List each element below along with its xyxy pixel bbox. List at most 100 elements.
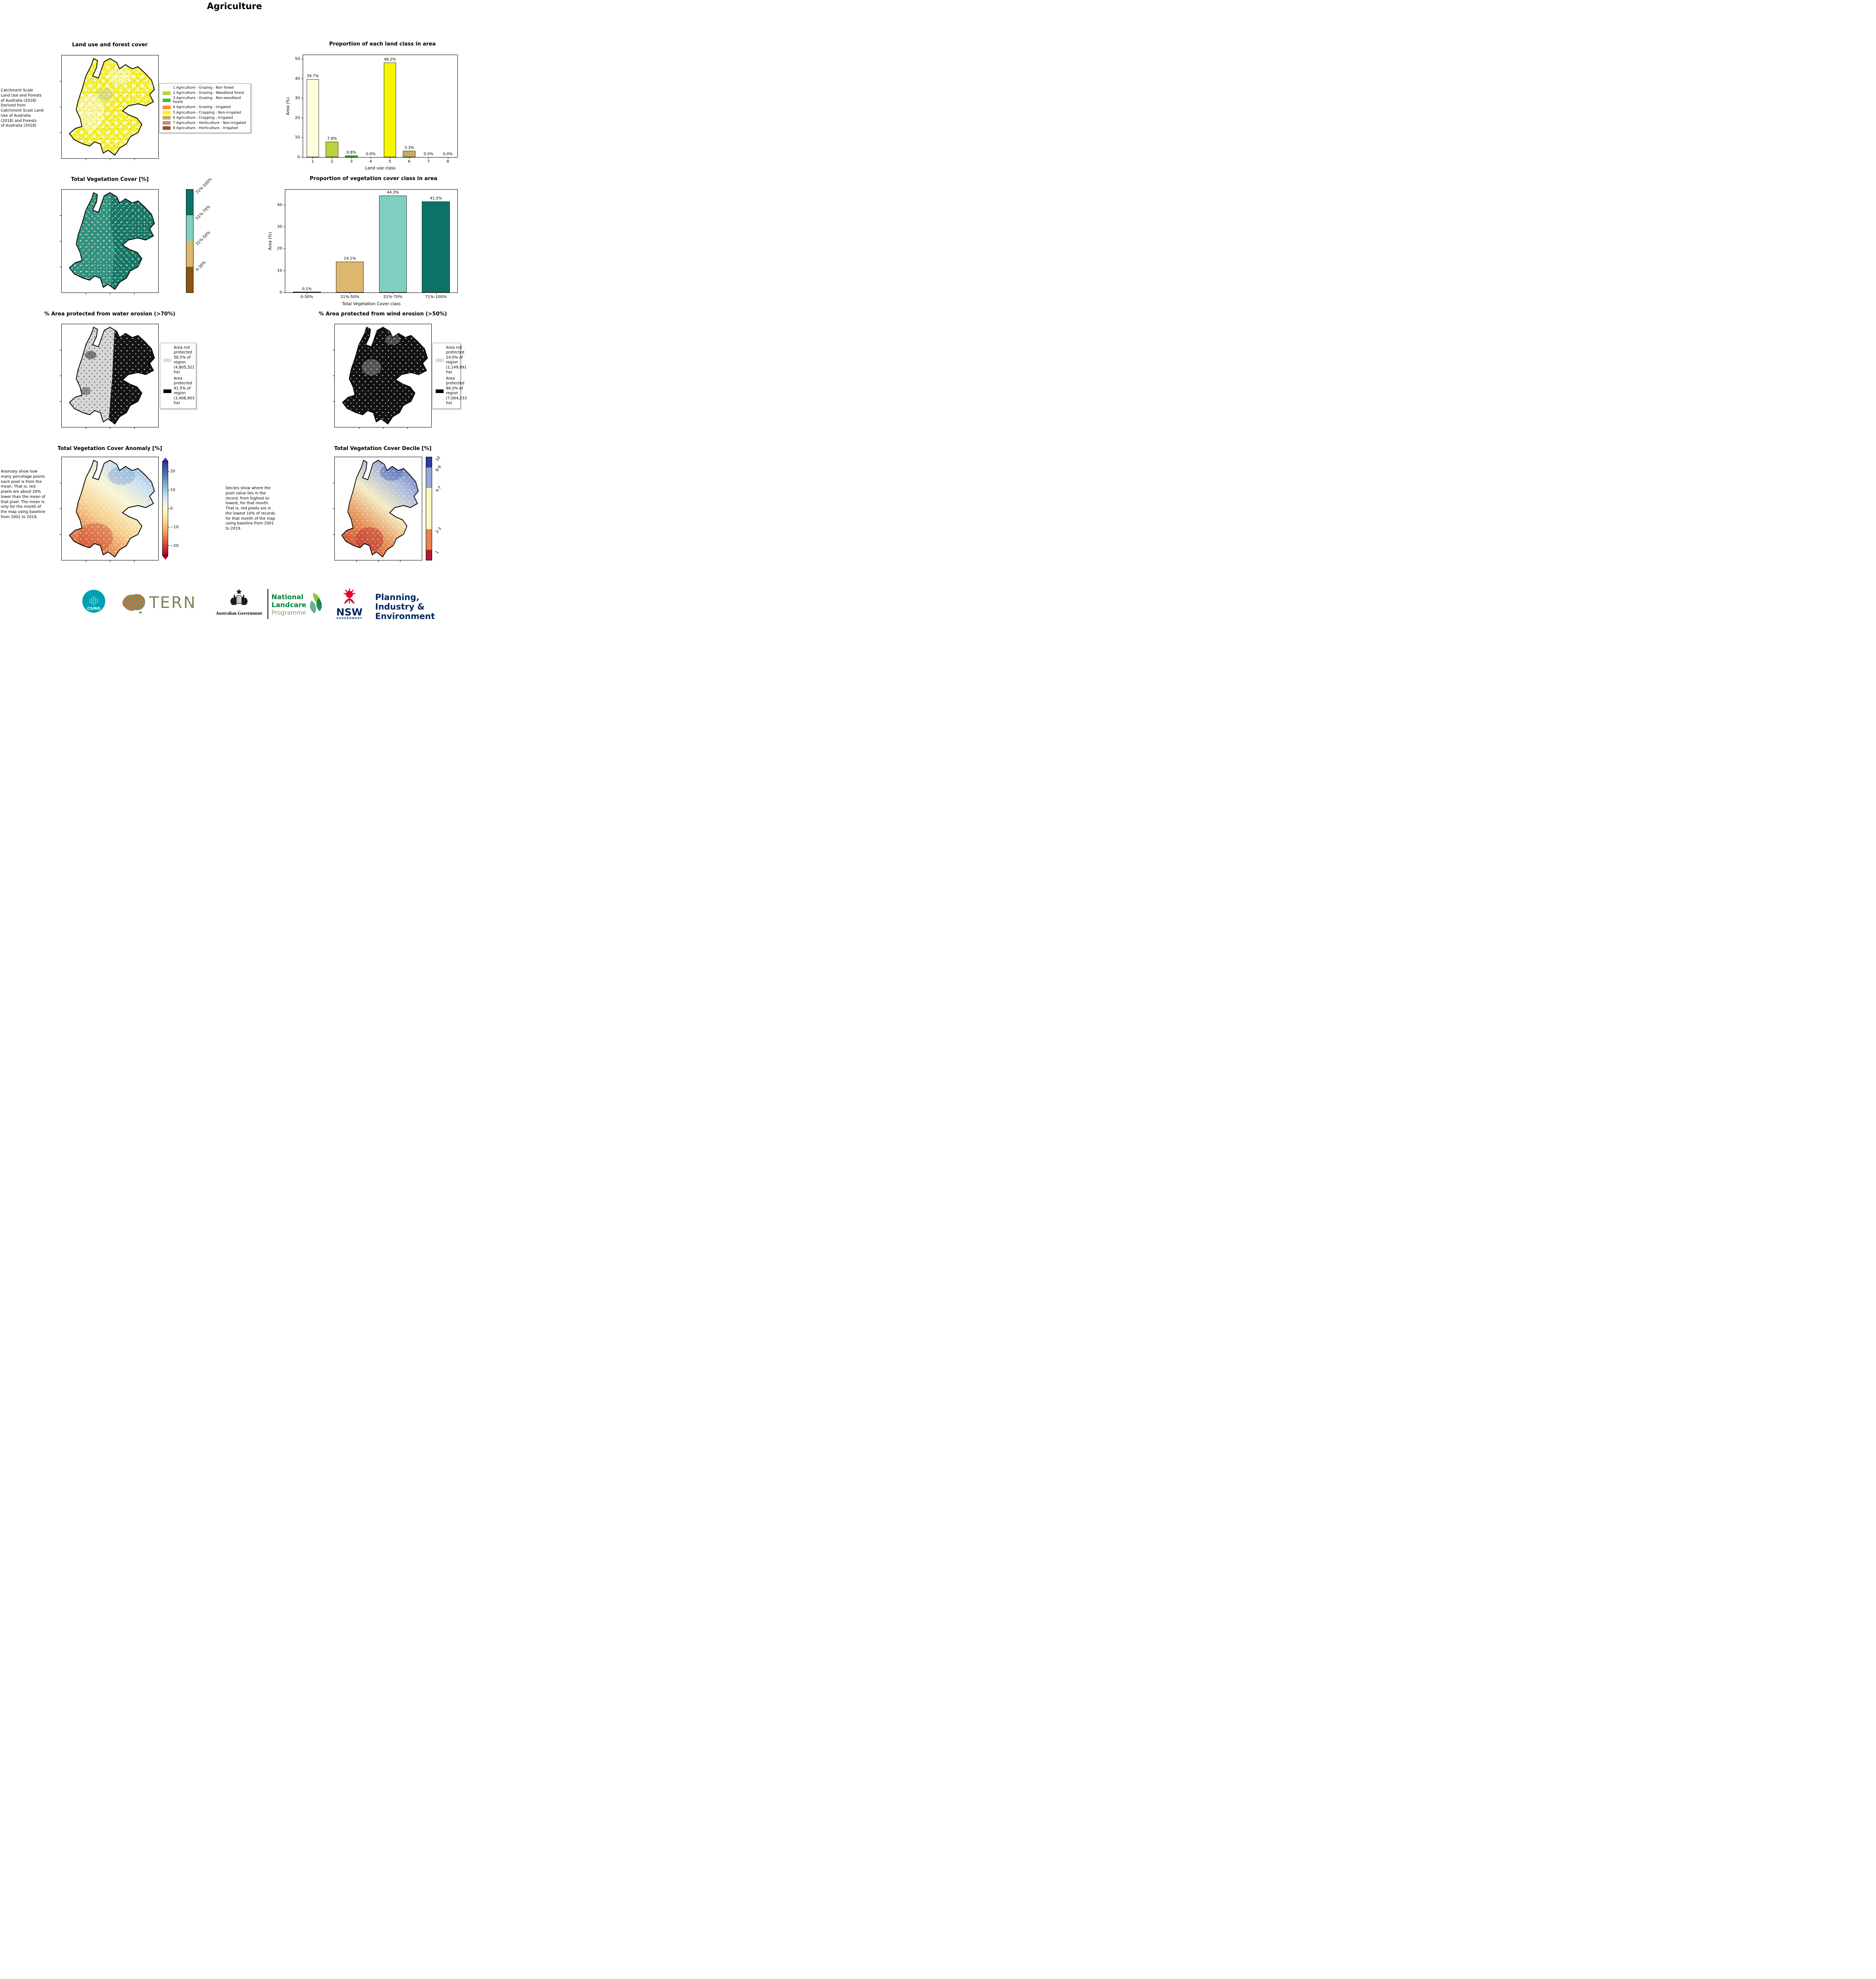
anomaly-note: Anomaly show how many percetage points e… [1, 469, 46, 519]
bar-label: 39.7% [307, 74, 319, 79]
colorbar-body: 20 10 0 −10 −20 [162, 462, 178, 556]
legend-item: 7 Agriculture - Horticulture - Non-irrig… [163, 121, 247, 125]
wind-erosion-map-svg [342, 327, 428, 425]
australian-coat-of-arms-icon [230, 589, 248, 605]
landcare-label-3: Programme [271, 609, 306, 617]
legend-swatch [163, 86, 171, 90]
vegcover-map-svg [69, 192, 155, 290]
bar-label: 41.5% [430, 196, 442, 201]
mtick-b [134, 293, 135, 294]
cb-tick-label: −20 [170, 543, 179, 548]
legend-label: 7 Agriculture - Horticulture - Non-irrig… [173, 121, 246, 125]
cb-seg [186, 215, 193, 241]
decile-note: Deciles show where the pixel value lies … [226, 486, 275, 531]
legend-label: 3 Agriculture - Grazing - Non-woodland f… [173, 96, 241, 104]
legend-item: 1 Agriculture - Grazing - Non forest [163, 86, 247, 90]
xtick-label: 1 [311, 160, 314, 164]
legend-item: Area protected 41.5% of region (3,408,90… [163, 376, 195, 406]
cb-seg [186, 241, 193, 267]
footer-divider [267, 589, 268, 619]
ytick-mark [301, 98, 303, 99]
decile-map-svg [341, 460, 419, 558]
mtick-b [134, 427, 135, 429]
ytick-label: 20 [277, 246, 282, 251]
cb-seg [186, 267, 193, 292]
landuse-map-svg [69, 58, 155, 156]
ytick-label: 20 [295, 116, 300, 120]
legend-item: Area protected 86.0% of region (7,064,23… [436, 376, 467, 406]
bar-label: 7.8% [327, 137, 337, 141]
footer-logos: CSIRO TERN Australian Government [0, 586, 469, 629]
ytick-mark [301, 157, 303, 158]
xtick-mark [351, 157, 352, 159]
cb-tick [168, 527, 169, 528]
cb-seg [426, 457, 432, 467]
landcare-leaves-logo [302, 591, 324, 617]
legend-swatch [163, 91, 171, 95]
landuse-source-note: Catchment Scale Land Use and Forests of … [1, 88, 44, 128]
landclass-bar-chart: Proportion of each land class in area Ar… [282, 41, 462, 176]
cb-seg [426, 550, 432, 560]
xtick-label: 5 [389, 160, 391, 164]
legend-label: Area protected 41.5% of region (3,408,90… [174, 376, 195, 406]
legend-swatch [436, 389, 444, 393]
anomaly-colorbar: 20 10 0 −10 −20 [162, 458, 178, 560]
ytick-mark [283, 270, 285, 271]
xtick-label: 0-30% [300, 295, 313, 299]
xtick-label: 6 [408, 160, 411, 164]
nsw-government-logo: NSW GOVERNMENT [336, 588, 363, 620]
bar-label: 48.2% [384, 57, 396, 62]
bar-label: 0.0% [443, 152, 453, 156]
anomaly-map-title: Total Vegetation Cover Anomaly [%] [57, 446, 162, 452]
legend-label: Area protected 86.0% of region (7,064,23… [446, 376, 467, 406]
xtick-label: 2 [330, 160, 334, 164]
mtick-l [60, 401, 61, 402]
cb-seg [186, 190, 193, 215]
mtick-b [378, 560, 379, 562]
legend-item: Area not protected 14.0% of region (1,14… [436, 346, 467, 375]
plot-area: 0 10 20 30 40 50 39.7% 1 7.8% 2 0.8% 3 0.0% 4 48.2% 5 3.… [295, 55, 458, 164]
wind-erosion-map [333, 324, 432, 429]
cb-rot-label: 1 [435, 550, 440, 555]
xtick-label: 31%-50% [340, 295, 360, 299]
legend-item: Area not protected 58.5% of region (4,80… [163, 346, 195, 375]
xtick-label: 3 [350, 160, 353, 164]
legend-item: 4 Agriculture - Grazing - Irrigated [163, 105, 247, 109]
xtick-label: 7 [427, 160, 430, 164]
x-axis-label: Total Vegetation Cover class [342, 302, 401, 306]
mtick-l [60, 81, 61, 82]
cb-tick-label: 0 [170, 506, 173, 511]
bar-label: 0.0% [423, 152, 434, 156]
cb-rot-label: 4-7 [435, 485, 442, 493]
bar-3 [345, 156, 358, 157]
water-erosion-map [60, 324, 159, 429]
bar-6 [403, 150, 415, 157]
nsw-label: NSW [336, 606, 363, 618]
water-erosion-map-title: % Area protected from water erosion (>70… [44, 311, 176, 317]
mtick-l [333, 534, 334, 535]
cb-seg [426, 488, 432, 529]
mtick-l [333, 401, 334, 402]
ytick-label: 30 [295, 96, 300, 101]
cb-rot-label: 31%-50% [195, 230, 212, 247]
cb-rot-label: 71%-100% [195, 177, 213, 195]
mtick-b [134, 560, 135, 562]
wind-erosion-legend: Area not protected 14.0% of region (1,14… [432, 343, 467, 409]
ytick-mark [301, 78, 303, 79]
landuse-map-title: Land use and forest cover [72, 42, 148, 48]
legend-label: 5 Agriculture - Cropping - Non-irrigated [173, 110, 241, 115]
bar-1 [306, 79, 319, 157]
ytick-label: 10 [277, 268, 282, 273]
legend-item: 3 Agriculture - Grazing - Non-woodland f… [163, 96, 247, 104]
legend-item: 5 Agriculture - Cropping - Non-irrigated [163, 111, 247, 115]
legend-item: 8 Agriculture - Horticulture - Irrigated [163, 126, 247, 130]
ytick-label: 0 [297, 155, 300, 160]
vegcover-map [60, 189, 159, 294]
colorbar-arrow-down [162, 556, 169, 560]
landuse-legend: 1 Agriculture - Grazing - Non forest 2 Ag… [159, 83, 251, 133]
bar-label: 0.1% [302, 287, 312, 292]
report-page: Agriculture Land use and forest cover Ca… [0, 0, 469, 632]
bar-51%-70% [379, 195, 407, 292]
cb-tick-label: −10 [170, 525, 179, 530]
legend-label: Area not protected 14.0% of region (1,14… [446, 346, 467, 375]
